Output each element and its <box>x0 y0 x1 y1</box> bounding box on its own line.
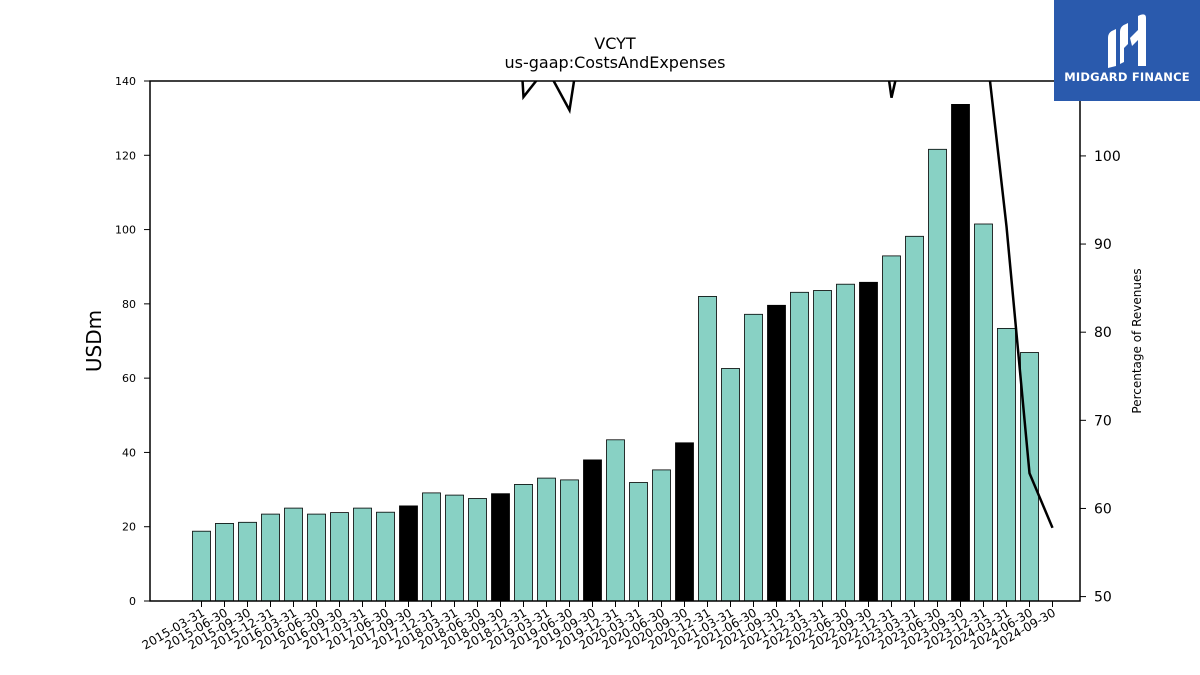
bar-2020-09-30 <box>675 442 694 602</box>
y-tick-label: 20 <box>122 521 136 534</box>
y2-axis-label: Percentage of Revenues <box>1130 268 1144 413</box>
bar-2016-06-30 <box>307 513 326 602</box>
bar-2018-03-31 <box>445 494 464 602</box>
bar-2019-06-30 <box>560 479 579 602</box>
bar-2019-03-31 <box>537 477 556 602</box>
bar-2015-06-30 <box>215 523 234 602</box>
y-tick-label: 0 <box>129 595 136 608</box>
bar-2022-03-31 <box>813 290 832 602</box>
bar-2020-06-30 <box>652 469 671 602</box>
y-axis-right: 50 60 70 80 90 100 <box>1080 149 1121 606</box>
y-tick-label: 140 <box>115 75 136 88</box>
bar-2017-06-30 <box>376 511 395 602</box>
bar-2022-06-30 <box>836 283 855 602</box>
bar-2018-06-30 <box>468 498 487 602</box>
bar-2021-06-30 <box>744 313 763 602</box>
y-tick-label: 80 <box>122 298 136 311</box>
y2-tick-label: 50 <box>1094 590 1112 606</box>
y2-tick-label: 70 <box>1094 413 1112 429</box>
bar-2021-12-31 <box>790 291 809 602</box>
bar-2015-03-31 <box>192 530 211 602</box>
y-tick-label: 100 <box>115 224 136 237</box>
bar-2017-12-31 <box>422 492 441 602</box>
y2-tick-label: 100 <box>1094 149 1121 165</box>
y-tick-label: 60 <box>122 372 136 385</box>
y2-tick-label: 60 <box>1094 501 1112 517</box>
midgard-mark-icon <box>1108 14 1146 68</box>
bar-2016-09-30 <box>330 512 349 602</box>
y-tick-label: 120 <box>115 149 136 162</box>
bar-2017-09-30 <box>399 505 418 602</box>
y2-tick-label: 90 <box>1094 237 1112 253</box>
brand-logo: MIDGARD FINANCE <box>1054 0 1200 101</box>
bar-2023-09-30 <box>951 104 970 602</box>
bar-2024-03-31 <box>997 327 1016 602</box>
bar-2015-12-31 <box>261 513 280 602</box>
y-axis-left: 0 20 40 60 80 100 120 140 <box>115 75 150 608</box>
x-axis: 2015-03-312015-06-302015-09-302015-12-31… <box>140 601 1058 652</box>
bar-2022-09-30 <box>859 281 878 602</box>
bar-2022-12-31 <box>882 255 901 602</box>
y-axis-label: USDm <box>82 310 106 372</box>
bar-2020-03-31 <box>629 482 648 602</box>
percentage-line <box>521 81 1054 529</box>
bar-2024-06-30 <box>1020 352 1039 602</box>
chart-subtitle: us-gaap:CostsAndExpenses <box>505 53 726 72</box>
bar-2020-12-31 <box>698 295 717 602</box>
bar-2016-03-31 <box>284 507 303 602</box>
bar-2018-09-30 <box>491 493 510 602</box>
y2-tick-label: 80 <box>1094 325 1112 341</box>
bar-2017-03-31 <box>353 507 372 602</box>
bar-2021-03-31 <box>721 368 740 602</box>
bar-2018-12-31 <box>514 483 533 602</box>
bar-2023-06-30 <box>928 148 947 602</box>
bar-group <box>192 104 1039 602</box>
bar-2019-09-30 <box>583 459 602 602</box>
bar-2019-12-31 <box>606 439 625 602</box>
chart-title: VCYT <box>594 34 636 53</box>
bar-2021-09-30 <box>767 304 786 602</box>
percentage-line-group <box>521 81 1054 529</box>
bar-2015-09-30 <box>238 521 257 602</box>
bar-2023-12-31 <box>974 223 993 602</box>
bar-2023-03-31 <box>905 235 924 602</box>
y-tick-label: 40 <box>122 446 136 459</box>
brand-name: MIDGARD FINANCE <box>1064 70 1190 84</box>
